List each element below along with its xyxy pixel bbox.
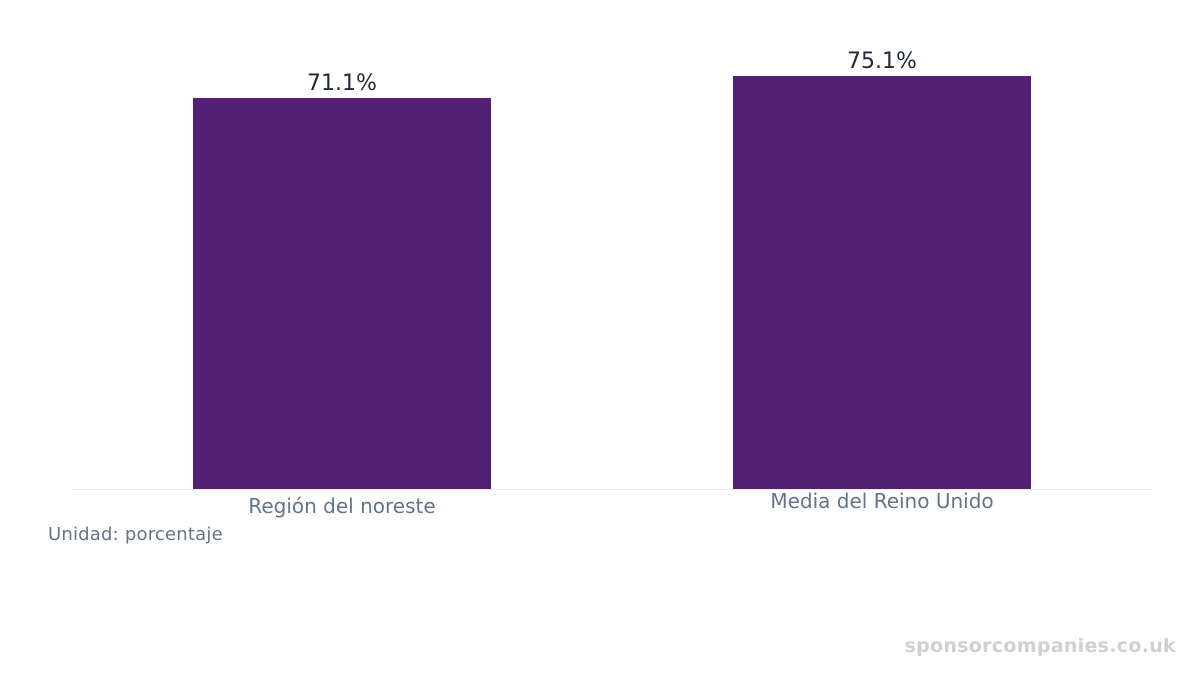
unit-label: Unidad: porcentaje — [48, 524, 223, 545]
category-label-1: Media del Reino Unido — [770, 489, 993, 513]
watermark-text: sponsorcompanies.co.uk — [904, 635, 1176, 657]
bar-value-label-0: 71.1% — [307, 71, 377, 96]
bar-0 — [193, 97, 491, 489]
bar-1 — [733, 76, 1031, 489]
bars-group: 71.1% Región del noreste 75.1% Media del Re… — [193, 49, 1031, 518]
category-label-0: Región del noreste — [248, 494, 435, 518]
bar-value-label-1: 75.1% — [847, 49, 917, 74]
